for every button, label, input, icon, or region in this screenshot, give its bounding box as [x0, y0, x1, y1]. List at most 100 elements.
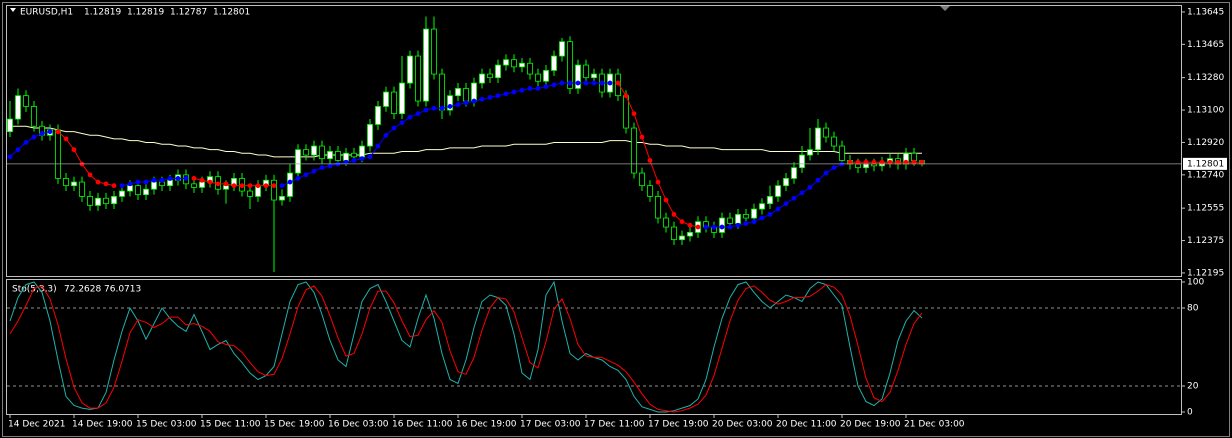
indicator-dot — [383, 132, 389, 138]
candle-body — [759, 203, 765, 210]
indicator-dot — [287, 179, 293, 185]
indicator-dot — [719, 224, 725, 230]
indicator-dot — [471, 98, 477, 104]
candle-body — [55, 129, 61, 179]
indicator-dot — [295, 176, 301, 181]
indicator-dot — [103, 181, 109, 187]
candle-body — [103, 197, 109, 205]
candle-body — [743, 214, 749, 219]
indicator-dot — [303, 172, 309, 178]
y-tick-label: 20 — [1187, 382, 1199, 392]
candle-body — [455, 88, 461, 97]
indicator-dot — [351, 158, 357, 163]
candle-body — [23, 95, 29, 107]
candle-body — [391, 91, 397, 115]
indicator-dot — [831, 165, 837, 171]
candle-body — [359, 145, 365, 158]
indicator-dot — [599, 80, 605, 86]
indicator-dot — [879, 159, 885, 165]
indicator-dot — [63, 136, 69, 142]
y-tick-label: 1.13280 — [1187, 73, 1224, 83]
candle-body — [143, 188, 149, 196]
indicator-dot — [119, 183, 125, 189]
indicator-dot — [167, 176, 173, 181]
indicator-dot — [543, 84, 549, 90]
indicator-dot — [863, 159, 869, 165]
candle-body — [31, 106, 37, 127]
y-tick-label: 0 — [1187, 408, 1193, 418]
oscillator-title: Sto(5,3,3) — [12, 285, 57, 295]
candle-body — [447, 95, 453, 111]
indicator-dot — [271, 183, 277, 189]
indicator-dot — [215, 181, 221, 187]
indicator-dot — [495, 93, 501, 99]
candle-body — [383, 91, 389, 107]
indicator-dot — [727, 224, 733, 230]
symbol-title: EURUSD,H1 — [20, 8, 73, 18]
indicator-dot — [519, 87, 525, 93]
candle-body — [591, 73, 597, 79]
candle-body — [751, 208, 757, 219]
indicator-dot — [783, 201, 789, 207]
candle-body — [79, 181, 85, 197]
candle-body — [799, 154, 805, 169]
indicator-dot — [511, 89, 517, 95]
x-tick-label: 15 Dec 11:00 — [200, 420, 261, 430]
candle-body — [503, 59, 509, 66]
candle-body — [807, 149, 813, 156]
candle-body — [135, 185, 141, 196]
collapse-icon[interactable] — [10, 8, 16, 12]
candle-body — [335, 151, 341, 161]
indicator-line — [10, 125, 922, 158]
indicator-dot — [31, 134, 37, 140]
indicator-dot — [487, 95, 493, 100]
candle-body — [351, 152, 357, 158]
candle-body — [199, 181, 205, 188]
indicator-dot — [239, 183, 245, 189]
indicator-dot — [39, 131, 45, 136]
candle-body — [543, 70, 549, 82]
candle-body — [559, 41, 565, 57]
indicator-dot — [159, 177, 165, 183]
indicator-line — [9, 284, 923, 413]
candle-body — [111, 196, 117, 205]
indicator-dot — [903, 159, 909, 165]
indicator-dot — [735, 222, 741, 228]
indicator-dot — [575, 80, 581, 86]
indicator-dot — [663, 197, 669, 203]
y-tick-label: 1.13645 — [1187, 7, 1224, 17]
indicator-dot — [255, 183, 261, 189]
candle-body — [87, 196, 93, 206]
indicator-dot — [231, 183, 237, 189]
candle-body — [271, 179, 277, 201]
candle-body — [911, 152, 917, 162]
candle-body — [119, 190, 125, 197]
indicator-dot — [591, 80, 597, 86]
last-open: 1.12819 — [84, 8, 121, 18]
indicator-dot — [343, 159, 349, 165]
indicator-dot — [135, 179, 141, 185]
candle-body — [399, 82, 405, 115]
x-tick-label: 20 Dec 03:00 — [712, 420, 773, 430]
indicator-dot — [191, 176, 197, 181]
shift-marker[interactable] — [940, 6, 950, 11]
candle-body — [815, 127, 821, 151]
indicator-dot — [871, 159, 877, 165]
last-close: 1.12801 — [213, 8, 250, 18]
indicator-dot — [279, 183, 285, 189]
indicator-dot — [23, 140, 29, 145]
candle-body — [415, 55, 421, 102]
candle-body — [663, 217, 669, 228]
indicator-dot — [423, 107, 429, 113]
candle-body — [15, 95, 21, 120]
candle-body — [687, 232, 693, 237]
candle-body — [727, 217, 733, 224]
indicator-dot — [391, 125, 397, 131]
candle-body — [311, 145, 317, 156]
indicator-dot — [151, 177, 157, 183]
indicator-dot — [887, 159, 893, 165]
y-tick-label: 1.12555 — [1187, 204, 1224, 214]
indicator-dot — [759, 215, 765, 221]
candle-body — [167, 179, 173, 187]
